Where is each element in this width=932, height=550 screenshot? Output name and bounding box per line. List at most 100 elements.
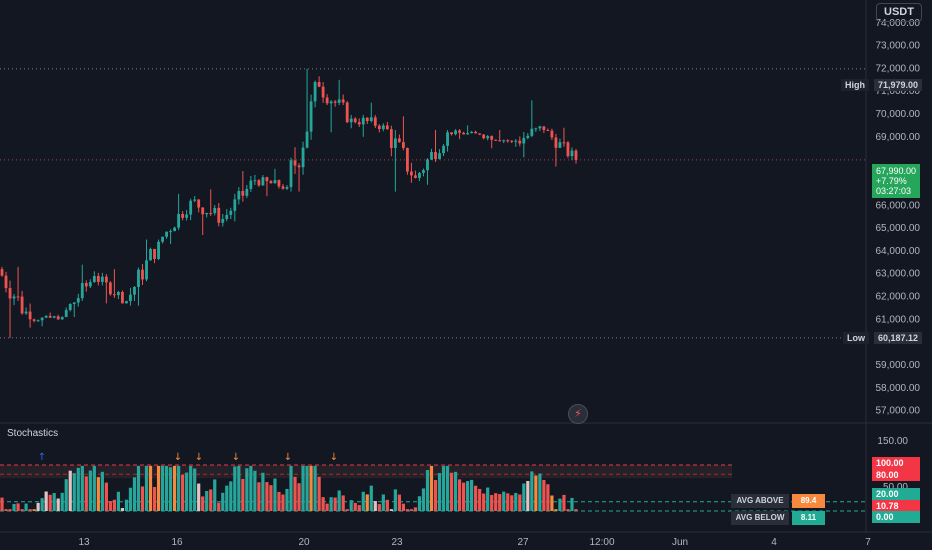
candle-body <box>522 137 526 144</box>
stoch-bar <box>449 472 454 511</box>
stoch-bar <box>8 509 12 511</box>
stoch-bar <box>313 465 317 511</box>
candle-body <box>462 132 466 135</box>
stoch-bar <box>341 495 345 511</box>
candle-body <box>293 160 297 166</box>
stoch-bar <box>20 509 24 511</box>
candle-body <box>117 291 120 296</box>
stoch-bar <box>124 499 129 511</box>
stoch-bar <box>269 485 273 511</box>
stoch-bar <box>261 472 265 511</box>
candle-body <box>177 213 181 228</box>
stoch-bar <box>56 498 60 511</box>
stoch-level-0: 0.00 <box>872 511 920 523</box>
currency-selector[interactable]: USDT <box>876 3 922 22</box>
candle-body <box>205 212 209 215</box>
candle-body <box>474 131 478 134</box>
stoch-bar <box>100 471 104 511</box>
candle-body <box>438 153 441 159</box>
stoch-bar <box>409 509 414 511</box>
sell-arrow-icon: ↓ <box>232 452 240 463</box>
candle-body <box>44 315 48 318</box>
stoch-bar <box>52 493 56 511</box>
candle-body <box>121 291 124 304</box>
high-label: High <box>841 79 869 91</box>
candle-body <box>153 248 156 259</box>
stoch-bar <box>4 509 8 511</box>
candle-body <box>430 152 433 160</box>
stoch-bar <box>309 465 313 511</box>
candle-body <box>414 175 417 178</box>
stoch-bar <box>397 494 401 511</box>
stoch-bar <box>140 486 145 511</box>
stoch-bar <box>181 474 185 511</box>
bolt-icon[interactable]: ⚡ <box>568 404 588 424</box>
candle-body <box>470 131 474 134</box>
stoch-bar <box>530 471 534 511</box>
candle-body <box>554 137 558 148</box>
candle-body <box>149 248 152 261</box>
stoch-bar <box>445 465 450 511</box>
price-axis: 74,000.00 73,000.00 72,000.00 71,000.00 70,0… <box>876 18 921 417</box>
stoch-bar <box>506 493 510 511</box>
candle-body <box>201 207 205 215</box>
candle-body <box>566 142 570 157</box>
price-tick: 61,000.00 <box>876 314 921 325</box>
candle-body <box>454 130 457 135</box>
stoch-bar <box>325 503 329 511</box>
candle-body <box>506 140 510 142</box>
candle-body <box>442 145 445 154</box>
stoch-bar <box>297 483 301 511</box>
candle-body <box>502 140 506 142</box>
stoch-bar <box>486 487 490 511</box>
candle-body <box>185 214 189 218</box>
stoch-bar <box>478 488 482 511</box>
high-value: 71,979.00 <box>874 79 923 91</box>
stoch-bar <box>233 466 237 511</box>
stoch-bar <box>405 509 410 511</box>
stoch-bar <box>160 465 165 511</box>
candle-body <box>422 170 425 173</box>
indicator-title[interactable]: Stochastics <box>7 428 59 439</box>
stoch-bar <box>474 485 478 511</box>
price-tick: 66,000.00 <box>876 200 921 211</box>
stoch-tick: 150.00 <box>877 436 908 447</box>
candle-body <box>434 152 437 159</box>
price-tick: 62,000.00 <box>876 292 921 303</box>
stoch-bar <box>48 494 52 511</box>
stoch-bar <box>558 498 562 511</box>
candle-body <box>32 319 36 321</box>
stoch-bar <box>417 496 422 511</box>
candle-body <box>0 269 4 276</box>
stoch-bar <box>490 495 494 511</box>
price-tick: 69,000.00 <box>876 132 921 143</box>
avg-above-value: 89.4 <box>792 494 825 508</box>
stoch-bar <box>349 500 353 511</box>
stoch-bar <box>24 503 28 511</box>
time-axis: 13 16 20 23 27 12:00 Jun 4 7 <box>0 531 932 548</box>
stoch-bar <box>470 479 474 511</box>
candle-body <box>450 132 453 135</box>
candle-body <box>40 317 44 321</box>
stoch-bar <box>44 491 48 511</box>
stochastics-histogram: 150.00 50.00 ↓ ↓ ↓ ↓ ↓ ↑ <box>0 436 908 512</box>
stoch-bar <box>305 465 309 511</box>
candle-body <box>458 130 461 133</box>
stoch-bar <box>168 467 173 511</box>
current-price: 67,990.00 <box>876 166 917 176</box>
price-tick: 65,000.00 <box>876 223 921 234</box>
candle-body <box>297 165 301 168</box>
stoch-bar <box>0 497 4 511</box>
candle-body <box>526 135 530 138</box>
stoch-level-20: 20.00 <box>872 488 920 500</box>
stoch-bar <box>217 502 221 511</box>
candle-body <box>92 276 96 283</box>
candle-body <box>426 159 429 171</box>
candle-body <box>261 177 265 186</box>
stoch-bar <box>321 497 325 511</box>
candle-body <box>341 99 345 103</box>
candle-body <box>510 140 514 142</box>
candle-body <box>4 275 8 289</box>
current-price-tag: 67,990.00 +7.79% 03:27:03 <box>872 164 920 198</box>
